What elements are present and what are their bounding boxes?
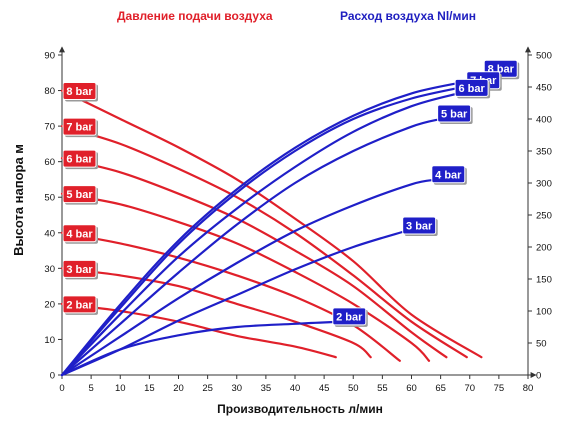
x-tick-label: 45 (319, 383, 330, 394)
tag-box (62, 259, 97, 278)
x-tick-label: 5 (88, 383, 93, 394)
tag-box (431, 165, 466, 184)
air-flow-curve-4-bar (60, 178, 436, 377)
pressure-tag-6-bar: 6 bar (62, 149, 98, 170)
tag-label: 8 bar (66, 86, 93, 98)
x-tick-label: 75 (494, 383, 505, 394)
y-left-tick-label: 40 (44, 228, 55, 239)
air-flow-tag-4-bar: 4 bar (431, 165, 467, 185)
air-flow-tag-5-bar: 5 bar (437, 104, 473, 124)
tag-label: 2 bar (336, 311, 363, 323)
pressure-tag-2-bar: 2 bar (62, 295, 98, 315)
tag-box (62, 117, 97, 136)
y-right-tick-label: 300 (536, 179, 552, 190)
tag-label: 5 bar (441, 109, 468, 121)
y-right-tick-label: 350 (536, 147, 552, 158)
air-flow-curve-6-bar (60, 92, 460, 377)
y-left-tick-label: 70 (44, 122, 55, 133)
tag-box (437, 104, 472, 123)
tag-label: 6 bar (458, 83, 485, 95)
x-tick-label: 20 (173, 383, 184, 394)
tag-label: 5 bar (66, 189, 93, 201)
pressure-curve-6-bar (60, 157, 448, 359)
air-flow-legend-title: Расход воздуха Nl/мин (340, 9, 476, 23)
y-right-tick-label: 400 (536, 115, 552, 126)
tag-label: 6 bar (66, 154, 93, 166)
x-axis-title: Производительность л/мин (217, 402, 383, 416)
air-flow-curve-2-bar (60, 320, 337, 377)
x-tick-label: 55 (377, 383, 388, 394)
y-right-tick-label: 50 (536, 339, 547, 350)
x-tick-label: 35 (261, 383, 272, 394)
pressure-curve-3-bar (60, 267, 372, 359)
pressure-tag-4-bar: 4 bar (62, 224, 98, 244)
air-flow-tag-6-bar: 6 bar (454, 78, 491, 99)
tag-label: 4 bar (66, 228, 93, 240)
y-right-tick-label: 250 (536, 211, 552, 222)
y-right-tick-label: 450 (536, 83, 552, 94)
air-flow-curve-5-bar (60, 117, 442, 377)
x-tick-label: 60 (406, 383, 417, 394)
air-flow-curve-7-bar (60, 84, 471, 377)
y-right-tick-label: 500 (536, 51, 552, 62)
x-tick-label: 30 (231, 383, 242, 394)
y-right-tick-label: 150 (536, 275, 552, 286)
air-flow-curve-8-bar (60, 73, 489, 377)
tag-box (332, 307, 367, 326)
tag-box (62, 149, 97, 168)
pressure-tag-8-bar: 8 bar (62, 82, 98, 102)
y-left-tick-label: 0 (50, 371, 55, 382)
y-left-tick-label: 60 (44, 157, 55, 168)
pressure-curve-5-bar (60, 192, 431, 362)
x-tick-label: 50 (348, 383, 359, 394)
y-left-tick-label: 10 (44, 335, 55, 346)
air-flow-tag-3-bar: 3 bar (402, 216, 438, 236)
pressure-legend-title: Давление подачи воздуха (117, 9, 273, 23)
tag-label: 2 bar (66, 299, 93, 311)
y-left-tick-label: 80 (44, 86, 55, 97)
x-tick-label: 80 (523, 383, 534, 394)
axes-layer: 0 5 10 15 20 25 30 35 40 45 50 55 60 65 70 75 8001020304… (44, 46, 552, 394)
x-tick-label: 0 (59, 383, 64, 394)
tag-box (402, 216, 437, 235)
x-tick-label: 65 (435, 383, 446, 394)
y-right-tick-label: 200 (536, 243, 552, 254)
x-tick-label: 70 (464, 383, 475, 394)
y-left-tick-label: 30 (44, 264, 55, 275)
tag-box (62, 224, 97, 243)
y-right-tick-label: 100 (536, 307, 552, 318)
tag-box (62, 295, 97, 314)
y-right-tick-label: 0 (536, 371, 541, 382)
air-flow-curves-layer (60, 73, 489, 377)
pressure-tag-3-bar: 3 bar (62, 259, 98, 280)
tag-label: 3 bar (406, 221, 433, 233)
tag-label: 7 bar (66, 122, 93, 134)
y-left-tick-label: 50 (44, 193, 55, 204)
y-left-tick-label: 20 (44, 299, 55, 310)
y-axis-title: Высота напора м (11, 144, 26, 256)
pressure-tag-7-bar: 7 bar (62, 117, 98, 138)
x-tick-label: 10 (115, 383, 126, 394)
tag-label: 3 bar (66, 264, 93, 276)
x-tick-label: 40 (290, 383, 301, 394)
air-flow-tag-2-bar: 2 bar (332, 307, 368, 327)
tag-box (62, 185, 97, 204)
pressure-tag-5-bar: 5 bar (62, 185, 98, 205)
x-tick-label: 25 (202, 383, 213, 394)
tag-box (454, 78, 489, 97)
tag-label: 4 bar (435, 169, 462, 181)
y-left-tick-label: 90 (44, 51, 55, 62)
pressure-curve-7-bar (60, 125, 468, 359)
x-tick-label: 15 (144, 383, 155, 394)
tag-box (62, 82, 97, 101)
